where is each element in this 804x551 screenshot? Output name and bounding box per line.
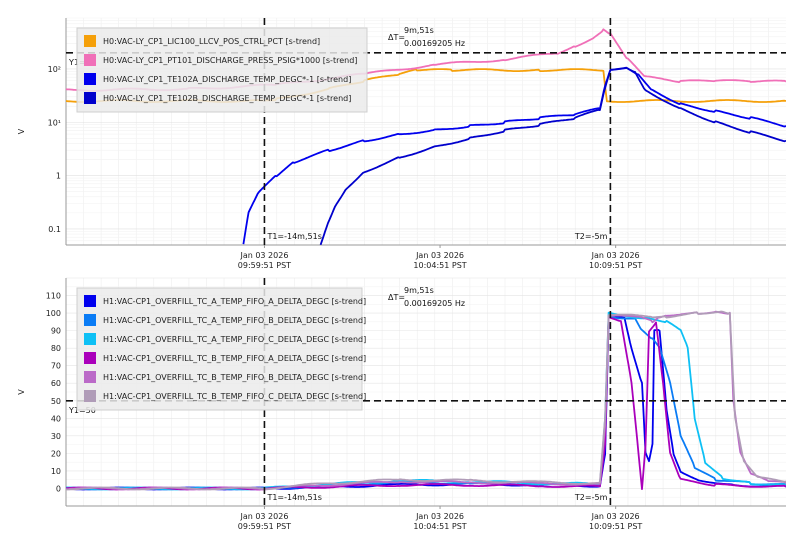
t2-cursor-label: T2=-5m — [574, 493, 608, 502]
y-tick-label: 110 — [46, 292, 61, 301]
y-tick-label: 50 — [51, 397, 61, 406]
legend-entry: H0:VAC-LY_CP1_PT101_DISCHARGE_PRESS_PSIG… — [103, 56, 357, 65]
x-tick-time: 10:09:51 PST — [589, 261, 642, 270]
t1-cursor-label: T1=-14m,51s — [266, 493, 321, 502]
legend-entry: H1:VAC-CP1_OVERFILL_TC_B_TEMP_FIFO_C_DEL… — [103, 392, 366, 401]
legend-swatch — [84, 371, 96, 383]
x-tick-date: Jan 03 2026 — [591, 512, 640, 521]
legend-swatch — [84, 333, 96, 345]
t2-cursor-label: T2=-5m — [574, 232, 608, 241]
legend-swatch — [84, 54, 96, 66]
legend-box — [76, 287, 363, 411]
legend-entry: H1:VAC-CP1_OVERFILL_TC_A_TEMP_FIFO_B_DEL… — [103, 316, 366, 325]
delta-t-label: ΔT= — [388, 33, 405, 42]
delta-t-value: 9m,51s — [404, 26, 434, 35]
legend: H0:VAC-LY_CP1_LIC100_LLCV_POS_CTRL_PCT [… — [76, 27, 368, 113]
legend-entry: H0:VAC-LY_CP1_TE102B_DISCHARGE_TEMP_DEGC… — [103, 94, 351, 103]
y-tick-label: 40 — [51, 414, 61, 423]
legend-entry: H1:VAC-CP1_OVERFILL_TC_A_TEMP_FIFO_A_DEL… — [103, 297, 366, 306]
y-tick-label: 20 — [51, 449, 61, 458]
y-tick-label: 1 — [56, 172, 61, 181]
legend-swatch — [84, 352, 96, 364]
x-tick-date: Jan 03 2026 — [239, 251, 288, 260]
y-tick-label: 30 — [51, 432, 61, 441]
y-tick-label: 70 — [51, 362, 61, 371]
t1-cursor-label: T1=-14m,51s — [266, 232, 321, 241]
y-tick-label: 100 — [46, 309, 61, 318]
x-tick-date: Jan 03 2026 — [239, 512, 288, 521]
x-tick-time: 10:09:51 PST — [589, 522, 642, 531]
x-tick-time: 10:04:51 PST — [413, 522, 466, 531]
series-group — [66, 310, 786, 491]
legend-entry: H1:VAC-CP1_OVERFILL_TC_B_TEMP_FIFO_B_DEL… — [103, 373, 366, 382]
legend-entry: H0:VAC-LY_CP1_TE102A_DISCHARGE_TEMP_DEGC… — [103, 75, 351, 84]
legend-swatch — [84, 390, 96, 402]
x-tick-date: Jan 03 2026 — [591, 251, 640, 260]
legend-entry: H0:VAC-LY_CP1_LIC100_LLCV_POS_CTRL_PCT [… — [103, 37, 320, 46]
legend-entry: H1:VAC-CP1_OVERFILL_TC_A_TEMP_FIFO_C_DEL… — [103, 335, 366, 344]
legend-swatch — [84, 73, 96, 85]
legend: H1:VAC-CP1_OVERFILL_TC_A_TEMP_FIFO_A_DEL… — [76, 287, 366, 411]
series-line-4 — [319, 66, 786, 245]
y-tick-label: 0.1 — [48, 225, 61, 234]
legend-swatch — [84, 295, 96, 307]
x-tick-date: Jan 03 2026 — [415, 251, 464, 260]
x-tick-time: 09:59:51 PST — [238, 261, 291, 270]
y-tick-label: 10¹ — [48, 118, 61, 127]
y-axis-label: V — [17, 128, 26, 134]
x-tick-time: 10:04:51 PST — [413, 261, 466, 270]
x-tick-date: Jan 03 2026 — [415, 512, 464, 521]
y-tick-label: 10² — [48, 65, 61, 74]
legend-box — [76, 27, 368, 113]
series-line-3 — [242, 67, 786, 245]
y-tick-label: 80 — [51, 344, 61, 353]
legend-swatch — [84, 35, 96, 47]
y-tick-label: 60 — [51, 379, 61, 388]
delta-freq-value: 0.00169205 Hz — [404, 39, 465, 48]
x-tick-time: 09:59:51 PST — [238, 522, 291, 531]
delta-t-label: ΔT= — [388, 293, 405, 302]
y-axis-label: V — [17, 389, 26, 395]
legend-swatch — [84, 314, 96, 326]
delta-t-value: 9m,51s — [404, 286, 434, 295]
y-tick-label: 90 — [51, 327, 61, 336]
legend-entry: H1:VAC-CP1_OVERFILL_TC_B_TEMP_FIFO_A_DEL… — [103, 354, 366, 363]
series-line-6 — [66, 310, 786, 491]
delta-freq-value: 0.00169205 Hz — [404, 299, 465, 308]
y-tick-label: 10 — [51, 467, 61, 476]
legend-swatch — [84, 92, 96, 104]
y-tick-label: 0 — [56, 484, 61, 493]
